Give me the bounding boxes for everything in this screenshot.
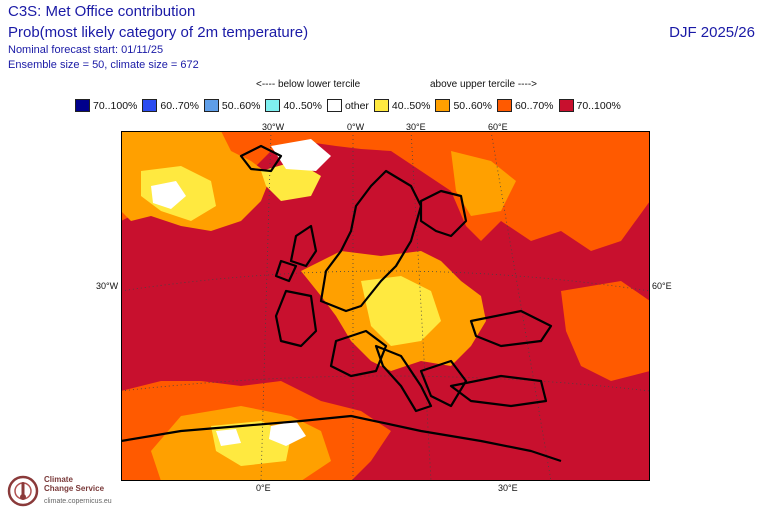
region-50-60 <box>451 151 516 216</box>
axis-label-top: 60°E <box>488 122 508 132</box>
graticule <box>121 131 650 481</box>
axis-label-bottom: 0°E <box>256 483 271 493</box>
legend-item: 40..50% <box>265 99 322 112</box>
legend-swatch <box>373 99 389 112</box>
legend-label: other <box>344 99 369 112</box>
map-subtitle: Prob(most likely category of 2m temperat… <box>8 24 309 41</box>
probability-map <box>121 131 650 481</box>
axis-label-top: 30°E <box>406 122 426 132</box>
legend-label: 60..70% <box>160 99 199 112</box>
forecast-start: Nominal forecast start: 01/11/25 <box>8 44 164 56</box>
climate-logo-icon <box>7 475 39 507</box>
legend-label: 40..50% <box>283 99 322 112</box>
region-other <box>271 139 331 171</box>
legend-swatch <box>75 99 90 112</box>
legend-label: 70..100% <box>93 99 138 112</box>
ensemble-size: Ensemble size = 50, climate size = 672 <box>8 59 199 71</box>
legend-item: 50..60% <box>435 99 492 112</box>
legend-swatch <box>203 99 219 112</box>
legend-label: 70..100% <box>576 99 621 112</box>
legend-item: 60..70% <box>142 99 199 112</box>
region-other <box>216 429 241 446</box>
legend-item: 70..100% <box>75 99 137 112</box>
below-tercile-label: <---- below lower tercile <box>256 79 361 90</box>
copernicus-logo: Climate Change Service climate.copernicu… <box>6 474 112 508</box>
legend-swatch <box>496 99 512 112</box>
region-40-50 <box>261 161 321 201</box>
legend-label: 50..60% <box>453 99 492 112</box>
legend: 70..100% 60..70% 50..60% 40..50% other 4… <box>75 99 626 112</box>
axis-label-left: 30°W <box>96 281 119 291</box>
legend-item: other <box>326 99 369 112</box>
region-40-50 <box>361 276 441 346</box>
coastlines <box>121 144 562 463</box>
axis-label-top: 30°W <box>262 122 285 132</box>
logo-line2: Change Service <box>44 484 105 494</box>
map-title: C3S: Met Office contribution <box>8 3 196 20</box>
region-other <box>151 181 186 209</box>
axis-label-right: 60°E <box>652 281 672 291</box>
region-60-70 <box>561 281 650 381</box>
logo-url: climate.copernicus.eu <box>44 497 112 505</box>
legend-swatch <box>265 99 281 112</box>
legend-swatch <box>326 99 342 112</box>
legend-label: 40..50% <box>391 99 431 112</box>
legend-swatch <box>142 99 158 112</box>
region-60-70 <box>121 131 650 251</box>
legend-item: 50..60% <box>203 99 261 112</box>
legend-item: 60..70% <box>496 99 554 112</box>
axis-label-top: 0°W <box>347 122 365 132</box>
season-label: DJF 2025/26 <box>669 24 755 41</box>
legend-item: 40..50% <box>373 99 431 112</box>
legend-item: 70..100% <box>558 99 621 112</box>
legend-label: 60..70% <box>514 99 554 112</box>
legend-label: 50..60% <box>221 99 261 112</box>
map-frame <box>121 131 650 481</box>
legend-swatch <box>558 99 574 112</box>
region-other <box>269 421 306 446</box>
axis-label-bottom: 30°E <box>498 483 518 493</box>
above-tercile-label: above upper tercile ----> <box>430 79 537 90</box>
logo-line1: Climate <box>44 475 73 485</box>
legend-swatch <box>435 99 451 112</box>
